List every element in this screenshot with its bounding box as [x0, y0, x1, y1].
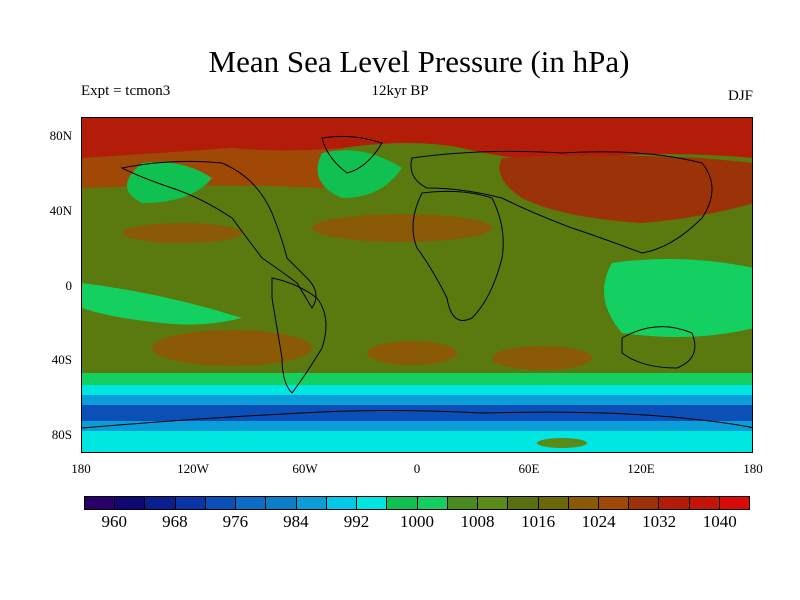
colorbar-cell: [508, 497, 539, 509]
colorbar-cell: [296, 497, 327, 509]
colorbar-label: 976: [222, 512, 249, 531]
lon-label-120e: 120E: [627, 461, 655, 476]
southern-band-2: [82, 385, 752, 395]
lon-label-60e: 60E: [518, 461, 540, 476]
south-america-outline: [271, 277, 327, 394]
antarctic-band: [82, 431, 752, 452]
icelandic-low: [317, 150, 402, 198]
lon-label-120w: 120W: [177, 461, 209, 476]
south-atlantic-high: [367, 341, 457, 365]
colorbar-label: 992: [343, 512, 370, 531]
colorbar: [84, 496, 750, 510]
colorbar-cell: [689, 497, 720, 509]
lat-label-80n: 80N: [49, 128, 72, 143]
pressure-field-svg: [82, 118, 752, 452]
colorbar-cell: [598, 497, 630, 509]
southern-band-4: [82, 405, 752, 421]
lon-label-180e: 180: [743, 461, 763, 476]
colorbar-label: 1040: [702, 512, 737, 531]
season-label: DJF: [727, 88, 753, 104]
pacific-subtropical-high: [122, 223, 242, 243]
colorbar-cell: [236, 497, 267, 509]
colorbar-label: 968: [162, 512, 188, 531]
continent-outlines: [82, 135, 752, 429]
colorbar-cell: [568, 497, 599, 509]
antarctica-outline: [82, 410, 752, 429]
colorbar-cell: [205, 497, 237, 509]
africa-outline: [412, 190, 504, 321]
colorbar-label: 1024: [581, 512, 616, 531]
colorbar-cell: [659, 497, 690, 509]
antarctic-high-patch: [537, 438, 587, 448]
chart-title: Mean Sea Level Pressure (in hPa): [208, 44, 630, 79]
siberian-high: [499, 155, 752, 223]
colorbar-cell: [417, 497, 448, 509]
colorbar-label: 1008: [460, 512, 495, 531]
lat-label-eq: 0: [65, 278, 73, 293]
lat-label-40s: 40S: [51, 352, 72, 367]
colorbar-cell: [387, 497, 418, 509]
southern-band-3: [82, 395, 752, 405]
colorbar-label: 1016: [521, 512, 556, 531]
colorbar-cell: [145, 497, 176, 509]
eurasia-outline: [410, 150, 713, 254]
colorbar-cell: [266, 497, 297, 509]
experiment-label: Expt = tcmon3: [81, 83, 171, 99]
lat-label-80s: 80S: [51, 427, 72, 442]
colorbar-label: 984: [283, 512, 309, 531]
lat-label-40n: 40N: [49, 203, 72, 218]
australia-outline: [621, 326, 696, 369]
maritime-continent-low: [604, 259, 752, 337]
greenland-outline: [321, 135, 383, 174]
tropical-low-west: [82, 283, 242, 325]
southern-band-5: [82, 421, 752, 431]
lon-label-0: 0: [413, 461, 421, 476]
colorbar-cell: [719, 497, 750, 509]
colorbar-cell: [326, 497, 358, 509]
lon-label-180w: 180: [71, 461, 91, 476]
southern-band-1: [82, 373, 752, 385]
colorbar-cell: [478, 497, 509, 509]
north-america-outline: [120, 160, 317, 309]
south-pacific-high: [152, 330, 312, 366]
lon-label-60w: 60W: [292, 461, 318, 476]
aleutian-low: [127, 162, 212, 203]
colorbar-cell: [357, 497, 388, 509]
colorbar-cell: [629, 497, 660, 509]
pressure-map: [81, 117, 753, 453]
colorbar-cell: [175, 497, 206, 509]
colorbar-cell: [85, 497, 116, 509]
south-indian-high: [492, 346, 592, 370]
colorbar-cell: [115, 497, 146, 509]
colorbar-label: 1000: [400, 512, 434, 531]
period-label: 12kyr BP: [371, 83, 429, 99]
colorbar-cell: [538, 497, 569, 509]
colorbar-label: 960: [101, 512, 128, 531]
colorbar-cell: [447, 497, 479, 509]
colorbar-label: 1032: [642, 512, 677, 531]
atlantic-subtropical-high: [312, 214, 492, 242]
